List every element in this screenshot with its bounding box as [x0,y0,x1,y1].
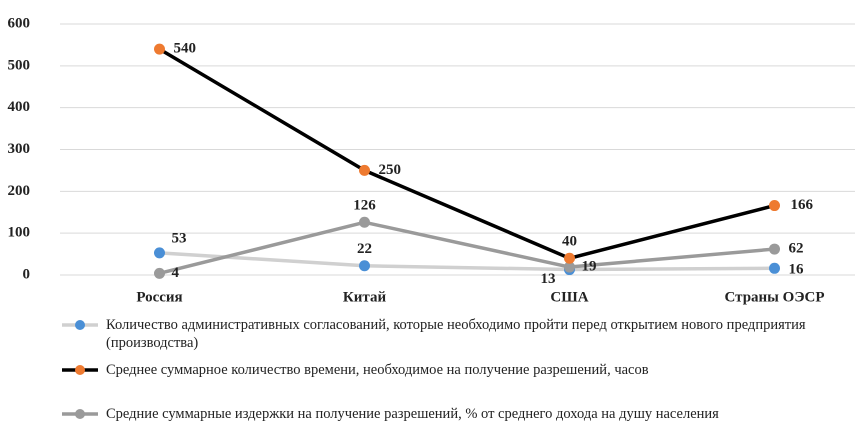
marker [564,261,575,273]
data-label: 40 [562,234,577,250]
data-label: 22 [357,241,372,257]
data-label: 250 [379,162,402,178]
x-tick-label: Страны ОЭСР [725,289,825,305]
marker [359,164,370,176]
x-tick-label: Китай [343,289,387,305]
legend-label: Среднее суммарное количество времени, не… [106,362,649,378]
marker [154,267,165,279]
y-tick-label: 100 [8,225,31,241]
legend-label: Количество административных согласований… [106,317,806,351]
y-tick-label: 600 [8,15,31,31]
marker [154,43,165,55]
legend-marker [75,320,85,330]
y-tick-label: 300 [8,141,31,157]
data-label: 4 [172,265,180,281]
marker [564,252,575,264]
marker [154,247,165,259]
marker [769,262,780,274]
data-label: 13 [541,271,556,287]
legend-marker [75,409,85,419]
legend-swatch [62,365,98,375]
x-tick-label: США [550,289,588,305]
legend-swatch [62,320,98,330]
x-tick-label: Россия [136,289,182,305]
legend-marker [75,365,85,375]
y-tick-label: 400 [8,99,31,115]
marker [769,200,780,212]
y-tick-label: 200 [8,183,31,199]
data-label: 126 [353,198,376,214]
data-label: 19 [582,258,597,274]
marker [359,216,370,228]
data-label: 62 [789,241,804,257]
y-tick-label: 0 [23,266,31,282]
legend-item: Средние суммарные издержки на получение … [60,405,850,423]
series-line [159,251,775,272]
data-label: 53 [172,230,187,246]
marker [769,243,780,255]
data-label: 540 [174,41,197,57]
data-label: 166 [791,197,814,213]
legend-item: Количество административных согласований… [60,316,850,352]
data-label: 16 [789,262,805,278]
series-line [158,47,775,261]
y-tick-label: 500 [8,57,31,73]
marker [359,260,370,272]
legend-label: Средние суммарные издержки на получение … [106,406,719,422]
chart: 0 100 200 300 400 500 600 Россия Китай США Страны … [8,15,855,305]
series-line [159,220,775,276]
legend-item: Среднее суммарное количество времени, не… [60,361,850,379]
legend-swatch [62,409,98,419]
